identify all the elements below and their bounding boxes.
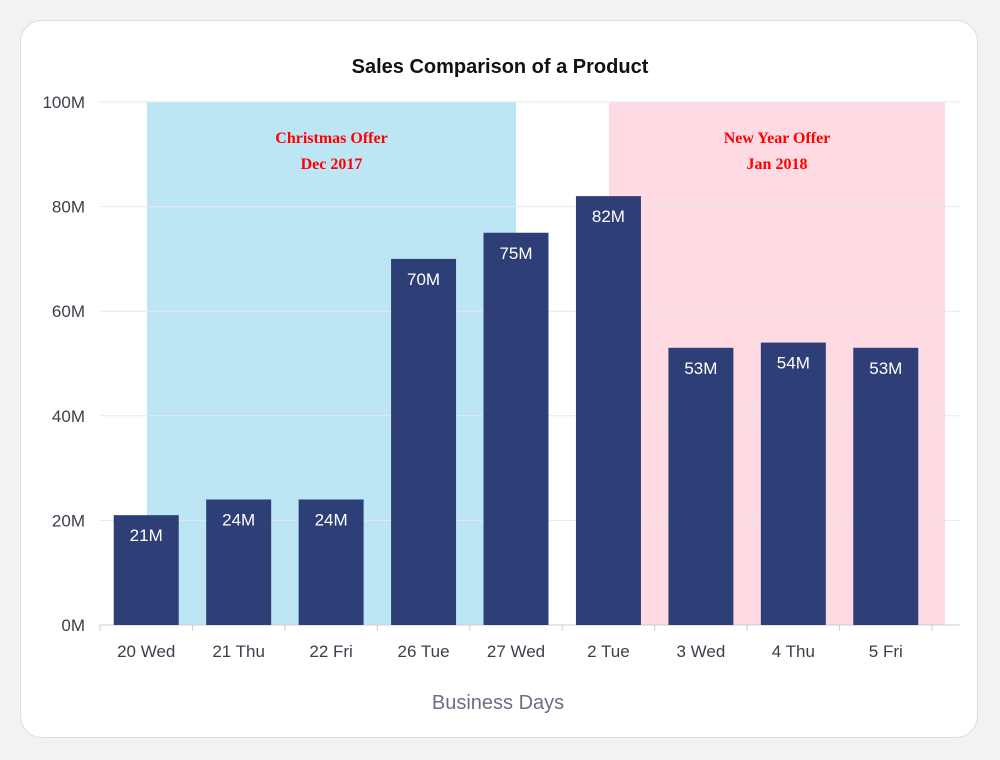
- x-tick-label: 4 Thu: [772, 642, 815, 661]
- y-tick-label: 0M: [61, 616, 85, 635]
- x-tick-label: 5 Fri: [869, 642, 903, 661]
- x-tick-label: 2 Tue: [587, 642, 630, 661]
- x-tick-label: 21 Thu: [212, 642, 265, 661]
- bar-value-label: 70M: [407, 270, 440, 289]
- bar-value-label: 82M: [592, 207, 625, 226]
- chart-title: Sales Comparison of a Product: [352, 56, 649, 78]
- bar-value-label: 53M: [684, 359, 717, 378]
- bar: [668, 347, 734, 625]
- x-tick-label: 22 Fri: [309, 642, 352, 661]
- bar-value-label: 21M: [130, 526, 163, 545]
- y-tick-label: 60M: [52, 302, 85, 321]
- bar: [113, 515, 179, 625]
- y-tick-label: 20M: [52, 511, 85, 530]
- bar: [575, 196, 641, 625]
- bar: [760, 342, 826, 625]
- bar-value-label: 24M: [315, 510, 348, 529]
- offer-band-label: Dec 2017: [301, 156, 363, 173]
- bar-value-label: 54M: [777, 354, 810, 373]
- x-tick-label: 26 Tue: [398, 642, 450, 661]
- bar-value-label: 75M: [499, 244, 532, 263]
- offer-band-label: Christmas Offer: [275, 130, 387, 147]
- bar: [298, 499, 364, 625]
- offer-band-label: New Year Offer: [724, 130, 831, 147]
- bar-value-label: 24M: [222, 510, 255, 529]
- axes: 0M 20M 40M 60M 80M 100M 20 Wed 21 Thu 22 Fri 26 T…: [42, 93, 933, 661]
- y-tick-label: 100M: [42, 93, 85, 112]
- y-tick-label: 80M: [52, 198, 85, 217]
- bar: [206, 499, 272, 625]
- bar: [483, 232, 549, 625]
- offer-band-label: Jan 2018: [747, 156, 808, 173]
- bars: [113, 196, 919, 625]
- bar-value-label: 53M: [869, 359, 902, 378]
- bar-value-labels: 21M 24M 24M 70M 75M 82M 53M 54M 53M: [130, 207, 903, 545]
- x-tick-label: 3 Wed: [676, 642, 725, 661]
- bar: [391, 258, 457, 625]
- x-tick-label: 20 Wed: [117, 642, 175, 661]
- bar: [853, 347, 919, 625]
- y-tick-label: 40M: [52, 407, 85, 426]
- x-tick-label: 27 Wed: [487, 642, 545, 661]
- x-axis-title: Business Days: [432, 692, 564, 714]
